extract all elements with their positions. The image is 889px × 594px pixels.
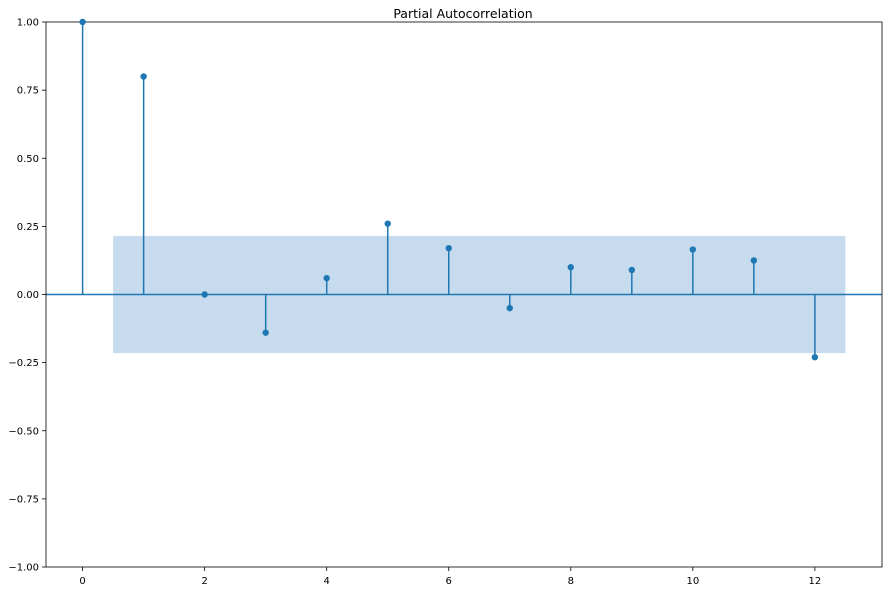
stem-marker-lag-9 — [628, 266, 636, 274]
x-tick-label: 4 — [324, 576, 330, 587]
y-tick-label: 0.75 — [17, 86, 39, 97]
stem-marker-lag-7 — [506, 304, 513, 312]
y-tick-label: −1.00 — [8, 563, 39, 574]
stem-marker-lag-1 — [140, 73, 147, 80]
stem-marker-lag-11 — [750, 257, 758, 264]
stems-layer — [79, 18, 819, 361]
stem-marker-lag-0 — [79, 18, 86, 26]
x-tick-label: 8 — [568, 576, 574, 587]
y-tick-label: 1.00 — [17, 18, 39, 29]
stem-marker-lag-6 — [445, 244, 452, 252]
y-tick-label: 0.00 — [17, 290, 39, 301]
stem-marker-lag-12 — [811, 353, 819, 361]
y-tick-label: 0.50 — [17, 154, 39, 165]
axes-layer — [45, 21, 883, 568]
stem-marker-lag-3 — [262, 329, 269, 336]
stem-marker-lag-2 — [201, 291, 208, 298]
y-tick-label: 0.25 — [17, 222, 39, 233]
stem-marker-lag-10 — [689, 246, 697, 253]
y-tick-label: −0.50 — [8, 426, 39, 437]
stem-marker-lag-8 — [567, 264, 574, 271]
ticks-layer: 0 2 4 6 8 10 12 −1.00 −0.75 −0.50 −0.25 0.00 0.25 0.5… — [8, 18, 821, 588]
x-tick-label: 10 — [686, 576, 699, 587]
chart-title: Partial Autocorrelation — [393, 6, 532, 21]
x-tick-label: 6 — [446, 576, 452, 587]
x-tick-label: 0 — [79, 576, 85, 587]
stem-marker-lag-5 — [384, 220, 391, 227]
y-tick-label: −0.75 — [8, 494, 39, 505]
x-tick-label: 2 — [201, 576, 207, 587]
y-tick-label: −0.25 — [8, 358, 39, 369]
stem-marker-lag-4 — [323, 274, 330, 282]
x-tick-label: 12 — [809, 576, 822, 587]
